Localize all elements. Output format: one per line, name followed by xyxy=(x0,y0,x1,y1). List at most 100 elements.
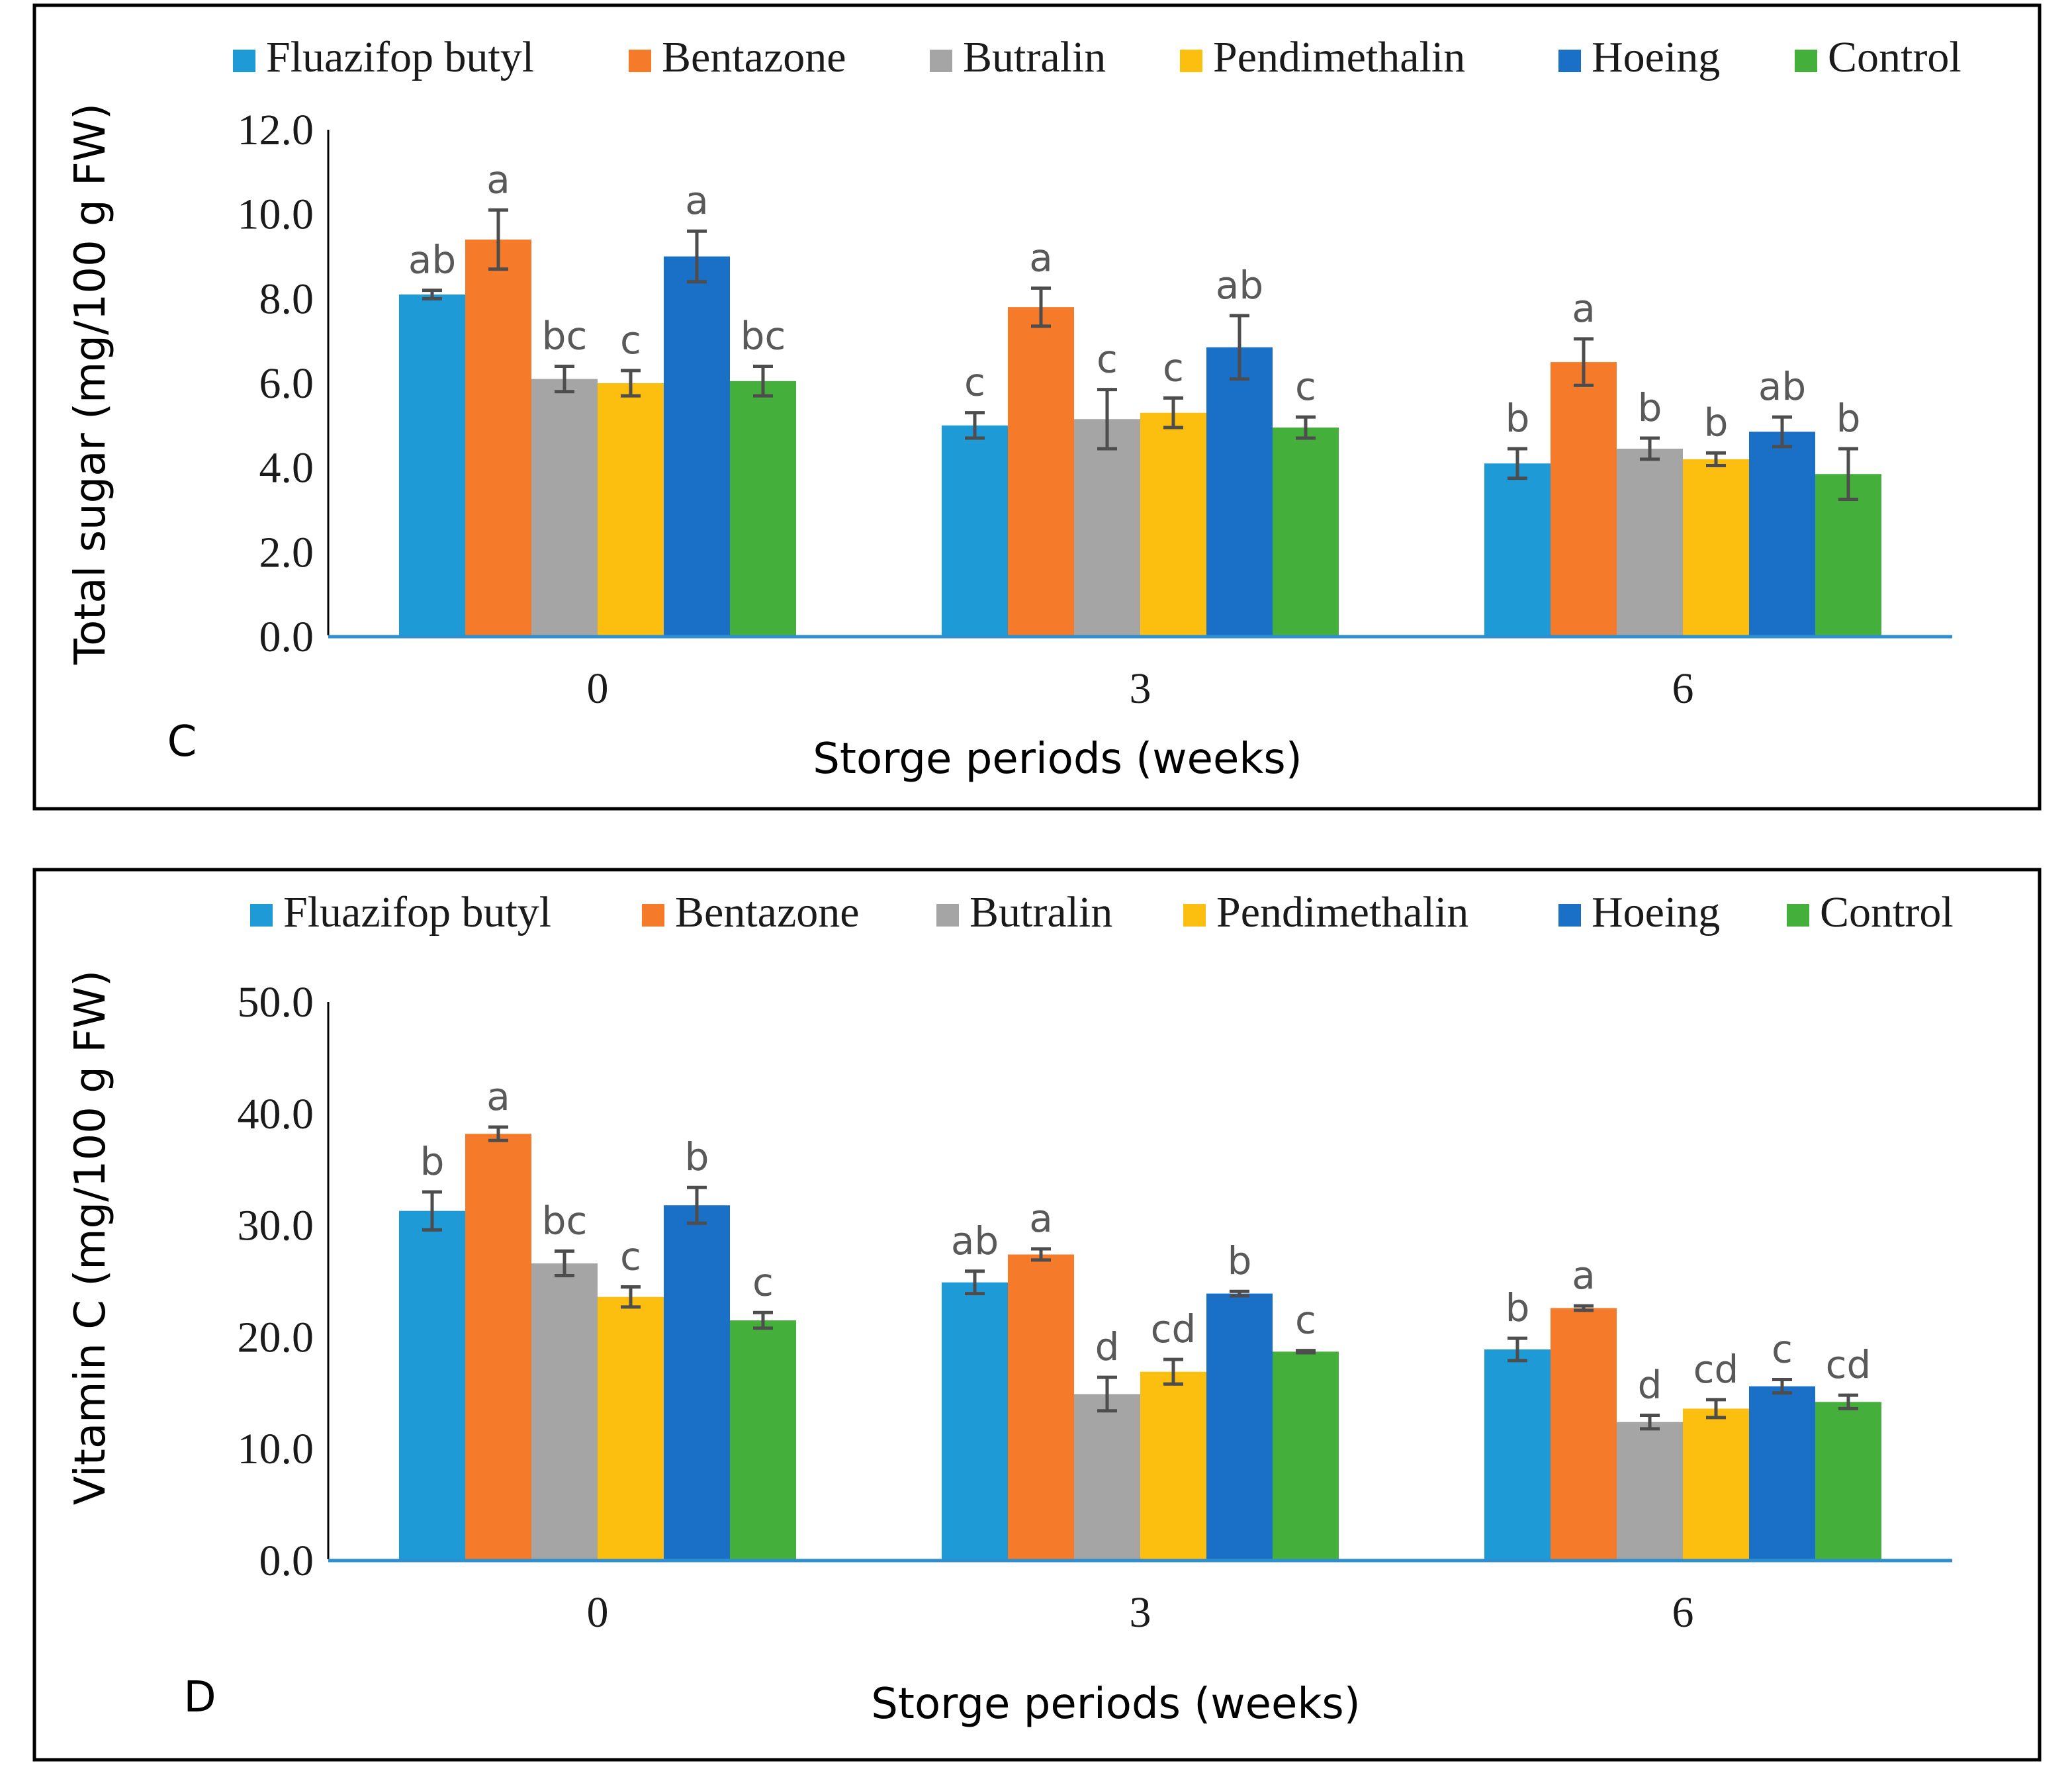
error-bar xyxy=(1097,1375,1117,1413)
legend-swatch xyxy=(1180,50,1202,72)
significance-letter: ab xyxy=(1758,364,1806,409)
significance-letter: c xyxy=(1772,1327,1793,1372)
x-tick-label: 0 xyxy=(587,1588,609,1637)
legend-item-fluazifop-butyl: Fluazifop butyl xyxy=(250,888,551,936)
significance-letter: c xyxy=(964,360,985,405)
bar xyxy=(399,1210,465,1561)
bar xyxy=(1617,1422,1683,1561)
error-bar xyxy=(753,1310,773,1330)
bar xyxy=(465,1134,531,1561)
panel-d-vitamin-c: Fluazifop butyl Bentazone Butralin Pendi… xyxy=(32,868,2042,1762)
significance-letter: a xyxy=(1572,286,1596,331)
legend-item-control: Control xyxy=(1795,33,1961,81)
bar xyxy=(531,1263,598,1561)
x-axis-title: Storge periods (weeks) xyxy=(813,735,1302,784)
bar xyxy=(664,1205,730,1561)
significance-letter: cd xyxy=(1151,1306,1196,1351)
y-axis-title: Vitamin C (mg/100 g FW) xyxy=(66,970,115,1506)
legend-label: Fluazifop butyl xyxy=(266,33,534,81)
error-bar xyxy=(1508,1336,1527,1363)
significance-letter: c xyxy=(752,1259,774,1304)
legend-swatch xyxy=(642,904,664,927)
significance-letter: ab xyxy=(408,238,456,283)
legend-label: Hoeing xyxy=(1592,33,1720,81)
legend-label: Hoeing xyxy=(1592,888,1720,936)
legend-item-fluazifop-butyl: Fluazifop butyl xyxy=(233,33,534,81)
legend-label: Bentazone xyxy=(675,888,860,936)
bar xyxy=(1815,474,1881,637)
legend-item-control: Control xyxy=(1787,888,1954,936)
bar xyxy=(730,1320,796,1561)
legend-swatch xyxy=(1558,904,1581,927)
legend-item-bentazone: Bentazone xyxy=(642,888,860,936)
bar xyxy=(664,256,730,637)
bar xyxy=(1815,1402,1881,1561)
significance-letter: b xyxy=(1506,396,1530,441)
bar xyxy=(1140,1371,1206,1561)
significance-letter: b xyxy=(1836,396,1861,441)
legend-item-bentazone: Bentazone xyxy=(629,33,846,81)
legend-swatch xyxy=(1558,50,1581,72)
significance-letter: c xyxy=(1295,1298,1316,1343)
x-tick-label: 3 xyxy=(1130,664,1151,713)
significance-letter: bc xyxy=(542,1198,588,1243)
bar xyxy=(531,379,598,637)
legend-swatch xyxy=(936,904,959,927)
legend-item-butralin: Butralin xyxy=(936,888,1112,936)
significance-letter: b xyxy=(1638,385,1662,430)
error-bar xyxy=(555,364,574,394)
error-bar xyxy=(1230,1289,1249,1298)
significance-letter: a xyxy=(1029,235,1053,280)
significance-letter: cd xyxy=(1693,1347,1739,1392)
bar xyxy=(399,294,465,637)
error-bar xyxy=(488,208,508,271)
legend-item-butralin: Butralin xyxy=(930,33,1106,81)
bar xyxy=(1074,419,1140,637)
significance-letter: a xyxy=(1572,1253,1596,1298)
significance-letter: bc xyxy=(741,313,786,358)
y-tick-label: 4.0 xyxy=(259,444,314,492)
error-bar xyxy=(1640,436,1660,461)
bar xyxy=(730,381,796,637)
legend-label: Control xyxy=(1820,888,1954,936)
x-tick-label: 6 xyxy=(1672,664,1694,713)
significance-letter: c xyxy=(1163,345,1184,390)
bar xyxy=(1008,1254,1074,1561)
error-bar xyxy=(1706,1398,1726,1420)
legend-item-pendimethalin: Pendimethalin xyxy=(1183,888,1468,936)
significance-letter: b xyxy=(1228,1238,1252,1283)
error-bar xyxy=(488,1125,508,1142)
significance-letter: a xyxy=(486,157,510,202)
y-tick-label: 12.0 xyxy=(238,106,314,154)
error-bar xyxy=(621,1285,641,1309)
bar xyxy=(1683,1408,1749,1561)
error-bar xyxy=(422,289,442,300)
legend-swatch xyxy=(1183,904,1206,927)
significance-letter: c xyxy=(620,1234,641,1279)
error-bar xyxy=(1838,1393,1858,1410)
y-tick-label: 0.0 xyxy=(259,613,314,661)
significance-letter: a xyxy=(1029,1196,1053,1241)
error-bar xyxy=(1706,451,1726,467)
bar xyxy=(1008,307,1074,637)
significance-letter: a xyxy=(486,1074,510,1119)
error-bar xyxy=(1296,415,1316,440)
legend-swatch xyxy=(250,904,273,927)
bar xyxy=(1484,463,1551,637)
error-bar xyxy=(1031,1247,1051,1262)
significance-letter: b xyxy=(1506,1285,1530,1330)
legend-swatch xyxy=(930,50,952,72)
y-tick-labels: 0.0 10.0 20.0 30.0 40.0 50.0 xyxy=(238,978,314,1585)
y-tick-label: 50.0 xyxy=(238,978,314,1026)
legend: Fluazifop butyl Bentazone Butralin Pendi… xyxy=(233,33,1961,81)
bar xyxy=(1273,428,1339,637)
y-tick-label: 40.0 xyxy=(238,1090,314,1138)
error-bar xyxy=(1772,1378,1792,1395)
legend-label: Pendimethalin xyxy=(1216,888,1468,936)
bar xyxy=(465,239,531,637)
x-tick-label: 3 xyxy=(1130,1588,1151,1637)
bar xyxy=(1683,459,1749,637)
bar xyxy=(1749,432,1815,637)
